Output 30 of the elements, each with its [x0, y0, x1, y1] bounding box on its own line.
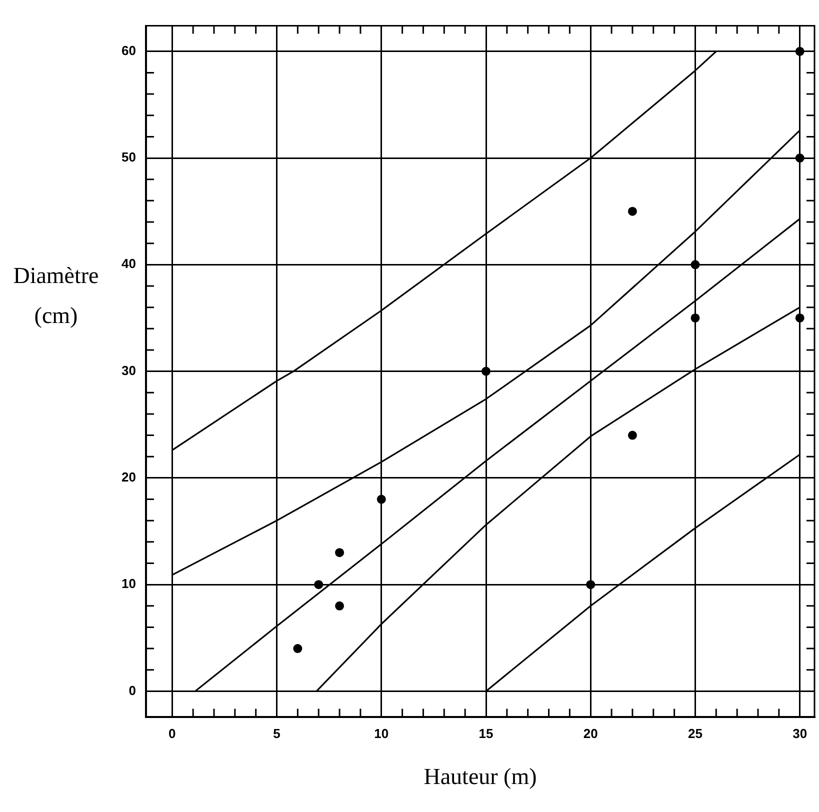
- y-tick-label: 60: [122, 42, 136, 58]
- y-tick-label: 0: [128, 682, 136, 698]
- point: [628, 206, 637, 216]
- point: [795, 313, 804, 322]
- point: [376, 494, 386, 504]
- y-tick-label: 30: [122, 362, 136, 378]
- point: [795, 46, 804, 56]
- point: [335, 548, 344, 558]
- y-tick-label: 40: [122, 256, 136, 272]
- point: [314, 580, 324, 590]
- point: [293, 644, 302, 654]
- y-axis-title: Diamètre (cm): [12, 262, 100, 330]
- x-tick-label: 10: [374, 726, 389, 742]
- point: [586, 580, 596, 590]
- x-axis-title: Hauteur (m): [424, 764, 537, 790]
- y-tick-label: 10: [122, 576, 136, 592]
- point: [690, 260, 700, 270]
- point: [335, 601, 344, 610]
- point: [795, 154, 804, 163]
- y-tick-label: 20: [122, 470, 136, 485]
- point: [628, 430, 637, 440]
- x-tick-label: 5: [273, 726, 280, 742]
- point: [690, 313, 700, 322]
- y-tick-label: 50: [122, 150, 136, 165]
- x-tick-label: 20: [583, 726, 598, 742]
- x-tick-label: 0: [168, 726, 176, 742]
- x-tick-label: 15: [478, 726, 494, 742]
- x-tick-label: 25: [688, 726, 702, 742]
- point: [482, 366, 491, 376]
- x-tick-label: 30: [792, 726, 808, 742]
